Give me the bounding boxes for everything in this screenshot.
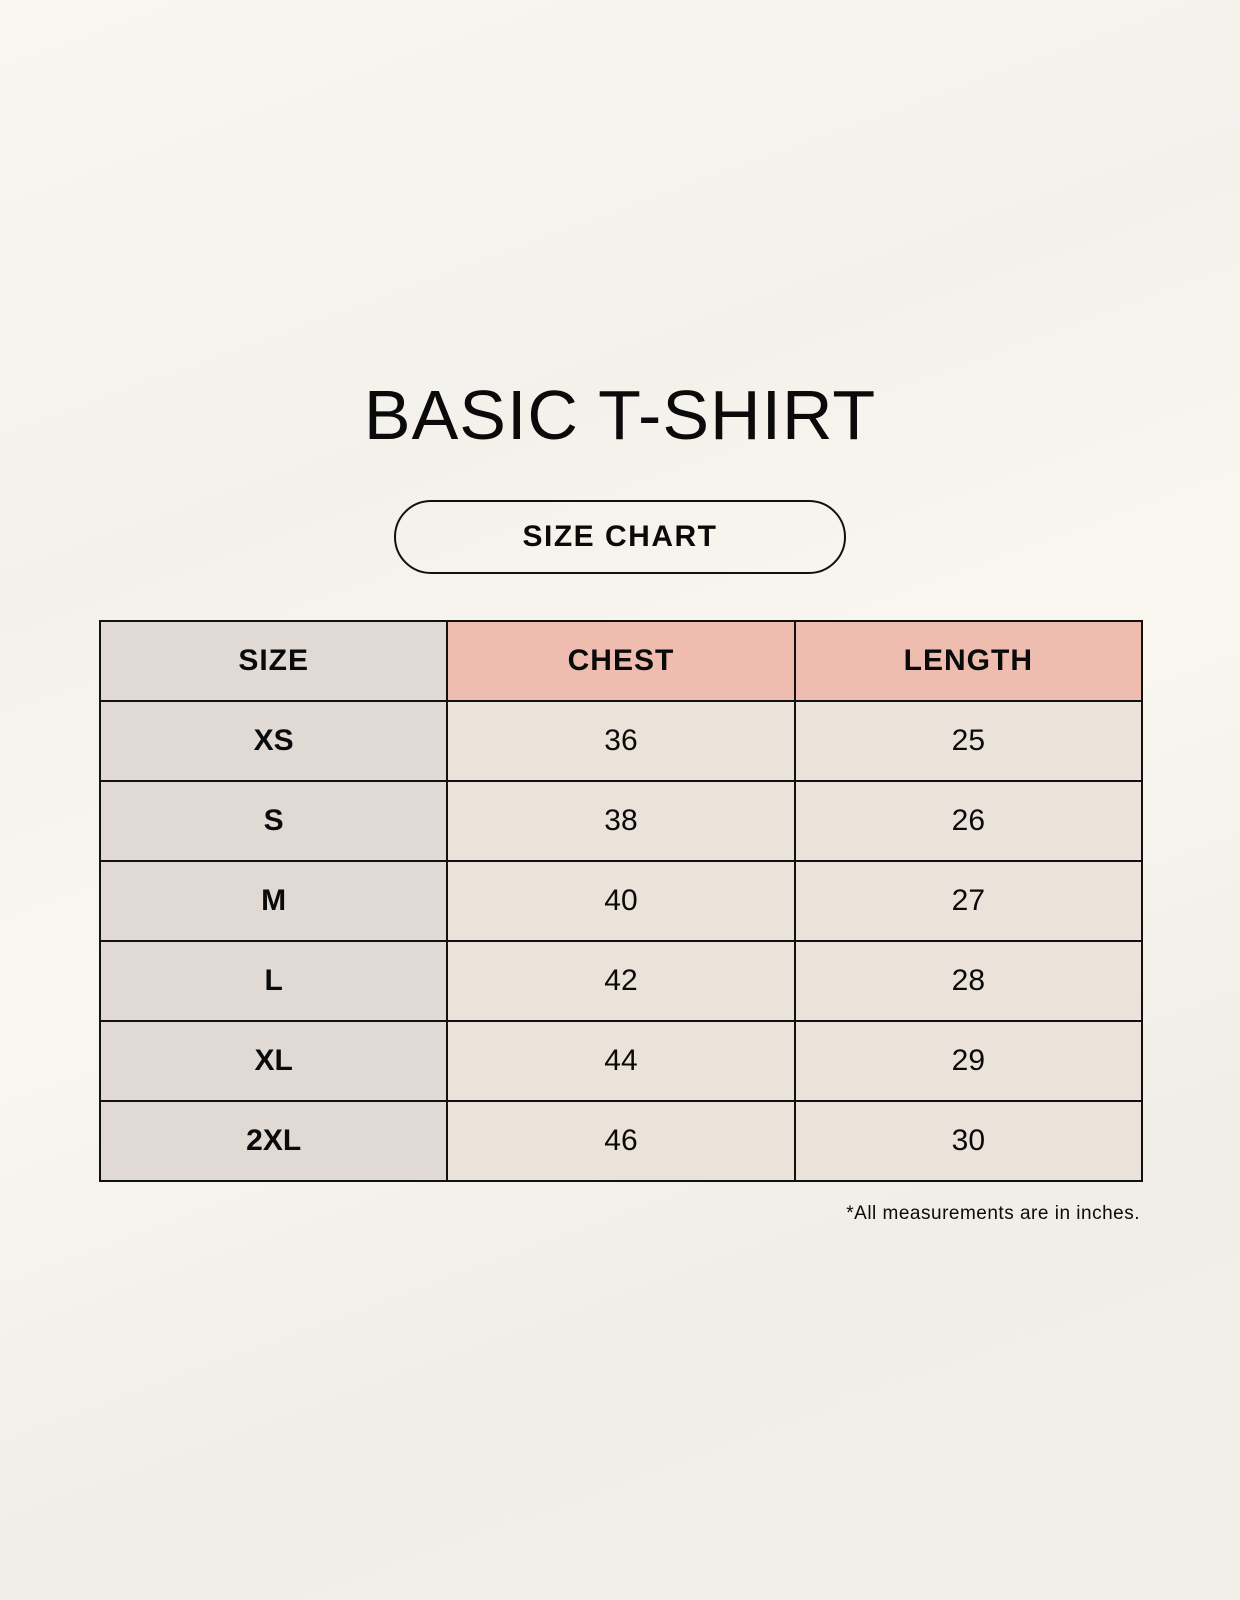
size-cell: 2XL — [98, 1100, 449, 1182]
length-cell: 27 — [793, 860, 1144, 942]
table-row: XS 36 25 — [98, 700, 1144, 782]
header-size: SIZE — [98, 620, 449, 702]
size-cell: XS — [98, 700, 449, 782]
chest-cell: 42 — [446, 940, 796, 1022]
header-length: LENGTH — [793, 620, 1144, 702]
size-chart-label: SIZE CHART — [394, 500, 846, 574]
table-row: XL 44 29 — [98, 1020, 1144, 1102]
table-row: 2XL 46 30 — [98, 1100, 1144, 1182]
chest-cell: 36 — [446, 700, 796, 782]
measurement-note: *All measurements are in inches. — [846, 1203, 1140, 1224]
length-cell: 29 — [793, 1020, 1144, 1102]
length-cell: 25 — [793, 700, 1144, 782]
size-cell: L — [98, 940, 449, 1022]
chest-cell: 44 — [446, 1020, 796, 1102]
size-cell: M — [98, 860, 449, 942]
table-row: S 38 26 — [98, 780, 1144, 862]
table-header-row: SIZE CHEST LENGTH — [98, 620, 1144, 702]
length-cell: 30 — [793, 1100, 1144, 1182]
chest-cell: 40 — [446, 860, 796, 942]
header-chest: CHEST — [446, 620, 796, 702]
chest-cell: 38 — [446, 780, 796, 862]
size-table: SIZE CHEST LENGTH XS 36 25 S 38 26 M 40 27 L 42 28 X… — [98, 620, 1144, 1182]
length-cell: 26 — [793, 780, 1144, 862]
size-cell: XL — [98, 1020, 449, 1102]
table-row: L 42 28 — [98, 940, 1144, 1022]
table-row: M 40 27 — [98, 860, 1144, 942]
length-cell: 28 — [793, 940, 1144, 1022]
size-cell: S — [98, 780, 449, 862]
chest-cell: 46 — [446, 1100, 796, 1182]
page-title: BASIC T-SHIRT — [363, 376, 877, 454]
